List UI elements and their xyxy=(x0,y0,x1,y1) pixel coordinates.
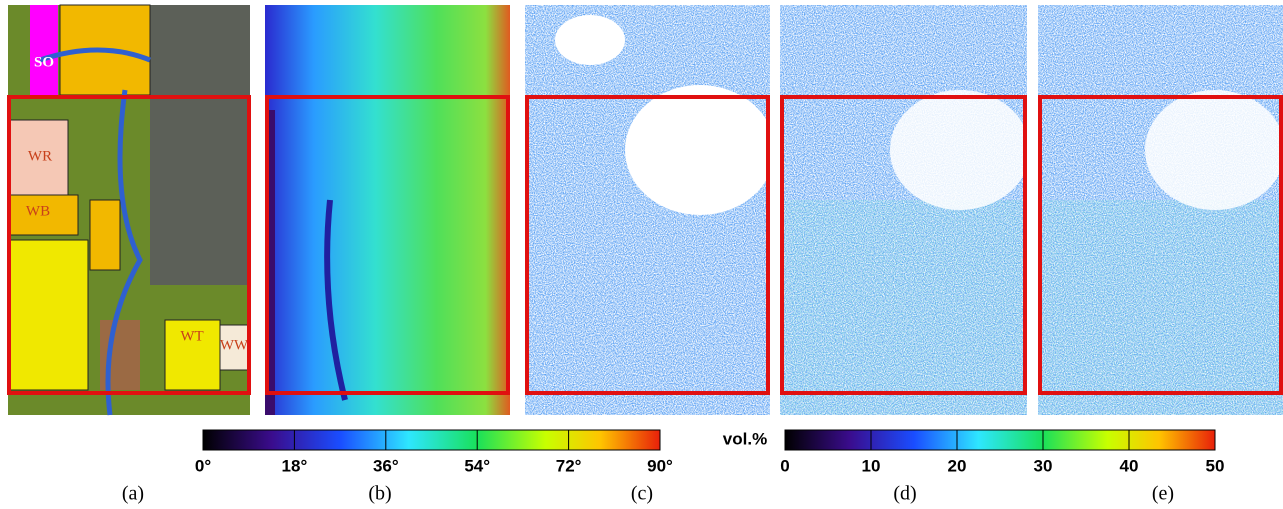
colorbar-tick-label: 0 xyxy=(780,456,789,475)
panel-c xyxy=(525,5,775,415)
colorbar-tick-label: 0° xyxy=(195,456,211,475)
colorbar-tick-label: 54° xyxy=(464,456,490,475)
panel-d xyxy=(780,5,1030,415)
map-label: WR xyxy=(28,148,52,164)
colorbar-tick-label: 18° xyxy=(282,456,308,475)
panel-label: (e) xyxy=(1152,483,1174,505)
panel-label: (d) xyxy=(893,483,916,505)
colorbar-tick-label: 10 xyxy=(862,456,881,475)
panel-a: SO WR WB WT WW xyxy=(7,4,251,416)
colorbar-title: vol.% xyxy=(723,429,767,448)
slope-colorbar xyxy=(202,429,661,451)
colorbar-tick-label: 30 xyxy=(1034,456,1053,475)
map-label: SO xyxy=(34,54,54,70)
colorbar-tick-label: 20 xyxy=(948,456,967,475)
map-label: WT xyxy=(180,328,203,344)
panel-labels: (a) (b) (c) (d) (e) xyxy=(122,483,1174,505)
colorbar-tick-label: 36° xyxy=(373,456,399,475)
panel-e xyxy=(1038,5,1283,415)
map-label: WB xyxy=(26,203,50,219)
panel-label: (c) xyxy=(631,483,653,505)
colorbar-tick-label: 72° xyxy=(556,456,582,475)
moisture-colorbar xyxy=(784,429,1216,451)
colorbar-ticks: 0° 18° 36° 54° 72° 90° 0 10 20 30 40 50 xyxy=(195,430,1225,475)
panel-b xyxy=(265,5,510,415)
panel-label: (b) xyxy=(368,483,391,505)
map-label: WW xyxy=(220,337,249,353)
colorbar-tick-label: 50 xyxy=(1206,456,1225,475)
colorbar-tick-label: 90° xyxy=(647,456,673,475)
colorbar-tick-label: 40 xyxy=(1120,456,1139,475)
panel-label: (a) xyxy=(122,483,144,505)
